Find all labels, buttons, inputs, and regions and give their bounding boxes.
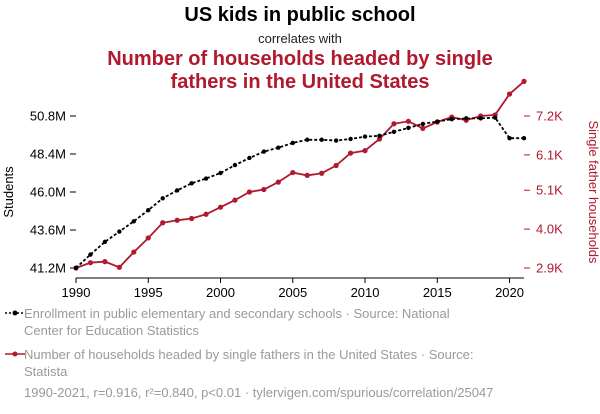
series-single-fathers-point xyxy=(232,197,238,203)
series-enrollment-point xyxy=(333,138,339,143)
series-single-fathers-point xyxy=(275,179,281,185)
series-enrollment-point xyxy=(247,155,252,161)
series-enrollment-point xyxy=(362,134,368,139)
series-single-fathers-point xyxy=(290,169,296,176)
x-axis-tick-label: 2000 xyxy=(206,285,235,300)
series-enrollment-point xyxy=(232,162,238,168)
x-axis-tick-label: 1990 xyxy=(62,285,91,300)
series-enrollment-point xyxy=(276,145,281,150)
series-single-fathers-point xyxy=(131,249,137,255)
series-single-fathers-point xyxy=(304,172,310,178)
series-single-fathers-point xyxy=(347,150,354,156)
series-enrollment-point xyxy=(449,116,454,122)
series-enrollment-point xyxy=(102,239,108,245)
series-enrollment-point xyxy=(146,208,151,213)
legend-label-series1-line1: Enrollment in public elementary and seco… xyxy=(24,306,450,321)
series-single-fathers-point xyxy=(333,162,339,169)
series-enrollment-point xyxy=(348,136,353,142)
legend-entry-series1: Enrollment in public elementary and seco… xyxy=(4,305,564,339)
chart-title-secondary-line2: fathers in the United States xyxy=(170,71,430,93)
x-axis-tick-label: 2020 xyxy=(495,285,524,300)
left-axis-tick-label: 50.8M xyxy=(30,109,66,124)
chart-title: US kids in public school xyxy=(184,4,416,26)
x-axis-tick-label: 2005 xyxy=(278,285,307,300)
series-enrollment-point xyxy=(406,125,411,131)
series-enrollment-point xyxy=(174,188,180,193)
series-enrollment-point xyxy=(218,170,223,176)
legend-label-series1-line2: Center for Education Statistics xyxy=(24,323,199,338)
right-axis-tick-label: 6.1K xyxy=(536,147,563,162)
legend-marker-series2 xyxy=(5,351,25,357)
series-single-fathers-point xyxy=(203,211,209,217)
series-enrollment-point xyxy=(377,133,382,138)
series-enrollment-point xyxy=(492,115,498,120)
series-enrollment-point xyxy=(290,140,295,146)
series-single-fathers-point xyxy=(87,260,94,266)
series-enrollment-point xyxy=(435,119,440,124)
chart-axes: 41.2M 43.6M 46.0M 48.4M 50.8M 2.9K 4.0K 5.1K 6.1… xyxy=(1,109,600,301)
series-enrollment-point xyxy=(189,181,194,186)
left-axis-tick-label: 48.4M xyxy=(30,147,66,162)
chart-canvas: 41.2M 43.6M 46.0M 48.4M 50.8M 2.9K 4.0K 5.1K 6.1… xyxy=(1,78,600,301)
legend-entry-series2: Number of households headed by single fa… xyxy=(4,346,564,380)
right-axis-tick-label: 7.2K xyxy=(536,109,563,124)
chart-subtitle: correlates with xyxy=(258,31,342,46)
left-axis-tick-label: 46.0M xyxy=(30,185,66,200)
legend-label-series2-line1: Number of households headed by single fa… xyxy=(24,347,474,362)
series-single-fathers-point xyxy=(391,121,397,127)
left-axis-tick-label: 43.6M xyxy=(30,223,66,238)
series-single-fathers-point xyxy=(174,217,180,223)
right-axis-tick-label: 2.9K xyxy=(536,261,563,276)
series-single-fathers-point xyxy=(319,170,325,176)
x-axis-tick-label: 2015 xyxy=(423,285,452,300)
x-axis-tick-label: 1995 xyxy=(134,285,163,300)
series-single-fathers-point xyxy=(217,204,224,210)
series-single-fathers-line xyxy=(75,80,525,269)
right-axis-tick-label: 4.0K xyxy=(536,222,563,237)
series-enrollment-point xyxy=(305,137,310,142)
series-enrollment-point xyxy=(420,121,426,127)
series-single-fathers-point xyxy=(102,259,108,265)
series-enrollment-point xyxy=(521,135,527,141)
series-enrollment-point xyxy=(203,176,209,181)
series-enrollment-point xyxy=(261,149,267,154)
series-single-fathers-point xyxy=(160,220,166,226)
series-single-fathers-point xyxy=(420,125,426,131)
left-axis-title: Students xyxy=(1,166,16,218)
series-enrollment-point xyxy=(478,116,483,121)
legend-label-series2-line2: Statista xyxy=(24,364,68,379)
series-single-fathers-point xyxy=(506,91,513,97)
chart-title-secondary: Number of households headed by single fa… xyxy=(0,48,600,94)
series-single-fathers-point xyxy=(521,78,527,84)
series-enrollment-point xyxy=(391,129,397,135)
series-single-fathers-point xyxy=(261,186,267,193)
series-enrollment-point xyxy=(117,229,122,234)
left-axis-tick-label: 41.2M xyxy=(30,261,66,276)
series-enrollment-point xyxy=(88,252,93,257)
x-axis-tick-label: 2010 xyxy=(351,285,380,300)
chart-series-layer xyxy=(73,78,527,271)
series-enrollment-point xyxy=(507,135,512,141)
series-enrollment-point xyxy=(131,219,137,224)
series-single-fathers-point xyxy=(376,136,383,142)
series-enrollment-point xyxy=(73,265,79,271)
series-enrollment-point xyxy=(463,116,469,121)
series-single-fathers-point xyxy=(246,189,253,195)
series-single-fathers-point xyxy=(145,235,151,241)
series-single-fathers-point xyxy=(116,264,122,270)
legend-marker-series1 xyxy=(5,310,25,316)
series-enrollment-line xyxy=(75,116,524,269)
series-enrollment-point xyxy=(319,137,324,142)
series-enrollment-point xyxy=(160,196,165,201)
footer-stats: 1990-2021, r=0.916, r²=0.840, p<0.01 · t… xyxy=(24,385,494,400)
right-axis-tick-label: 5.1K xyxy=(536,183,563,198)
chart-title-secondary-line1: Number of households headed by single xyxy=(107,48,493,70)
series-single-fathers-point xyxy=(405,118,411,124)
series-single-fathers-point xyxy=(362,148,368,154)
series-single-fathers-point xyxy=(189,215,195,222)
right-axis-title: Single father households xyxy=(586,120,600,264)
